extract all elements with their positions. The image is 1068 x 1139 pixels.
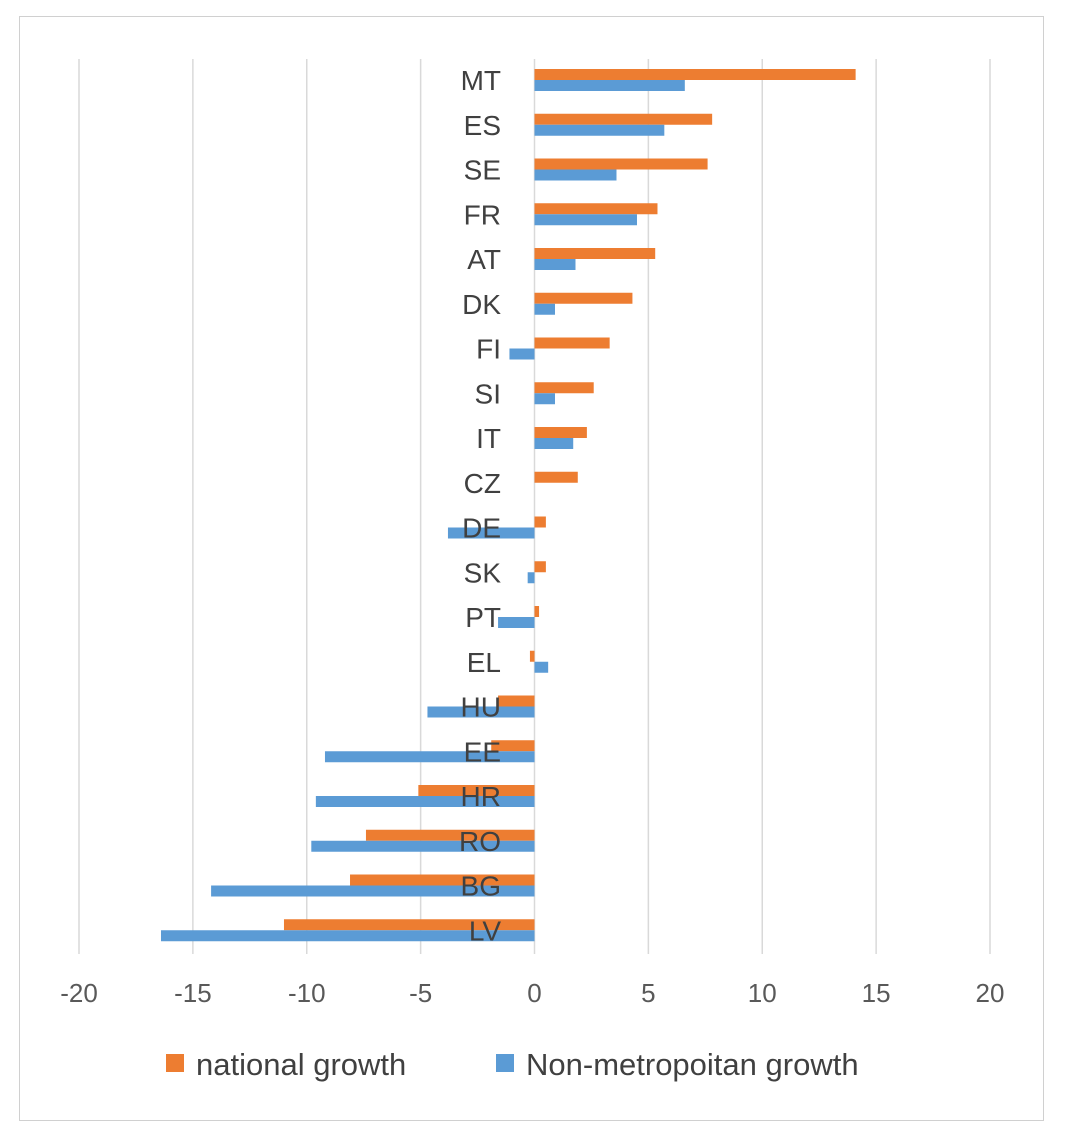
- x-tick-label: 5: [641, 978, 655, 1008]
- legend-label-non-metropolitan-growth: Non-metropoitan growth: [526, 1047, 859, 1082]
- bar-national-growth-si[interactable]: [534, 382, 594, 394]
- bar-national-growth-pt[interactable]: [534, 606, 540, 617]
- bar-national-growth-fi[interactable]: [534, 337, 610, 349]
- x-tick-label: 15: [862, 978, 891, 1008]
- bar-national-growth-hr[interactable]: [418, 785, 535, 796]
- bar-non-metropoitan-growth-dk[interactable]: [534, 303, 555, 315]
- x-tick-label: -5: [409, 978, 432, 1008]
- category-label-at: AT: [467, 244, 501, 275]
- bar-national-growth-at[interactable]: [534, 248, 656, 259]
- category-label-lv: LV: [469, 915, 501, 946]
- category-label-cz: CZ: [464, 468, 501, 499]
- bar-national-growth-hu[interactable]: [498, 695, 535, 707]
- bars: [160, 69, 856, 942]
- legend-swatch-national-growth: [166, 1054, 184, 1072]
- bar-chart: MT ES SE FR AT DK FI SI IT CZ DE SK PT EL HU EE HR RO BG LV…: [60, 59, 1004, 1082]
- category-label-it: IT: [476, 423, 501, 454]
- bar-national-growth-bg[interactable]: [350, 874, 535, 886]
- category-label-bg: BG: [461, 871, 501, 902]
- bar-national-growth-mt[interactable]: [534, 69, 856, 80]
- bar-non-metropoitan-growth-at[interactable]: [534, 259, 576, 270]
- x-tick-label: 10: [748, 978, 777, 1008]
- category-label-si: SI: [475, 378, 501, 409]
- bar-non-metropoitan-growth-lv[interactable]: [160, 930, 535, 942]
- bar-national-growth-dk[interactable]: [534, 292, 633, 304]
- bar-non-metropoitan-growth-bg[interactable]: [211, 885, 535, 897]
- x-tick-label: 0: [527, 978, 541, 1008]
- bar-non-metropoitan-growth-de[interactable]: [447, 527, 535, 539]
- bar-non-metropoitan-growth-mt[interactable]: [534, 80, 685, 91]
- bar-national-growth-fr[interactable]: [534, 203, 658, 215]
- bar-non-metropoitan-growth-el[interactable]: [534, 661, 549, 673]
- category-label-se: SE: [464, 155, 501, 186]
- bar-non-metropoitan-growth-it[interactable]: [534, 438, 574, 449]
- category-label-es: ES: [464, 110, 501, 141]
- bar-national-growth-ee[interactable]: [491, 740, 535, 752]
- bar-national-growth-el[interactable]: [529, 650, 535, 662]
- legend-label-national-growth: national growth: [196, 1047, 406, 1082]
- category-label-fi: FI: [476, 334, 501, 365]
- category-label-ro: RO: [459, 826, 501, 857]
- category-labels: MT ES SE FR AT DK FI SI IT CZ DE SK PT EL HU EE HR RO BG LV: [459, 65, 501, 946]
- bar-national-growth-lv[interactable]: [283, 919, 535, 931]
- x-axis-tick-labels: -20 -15 -10 -5 0 5 10 15 20: [60, 978, 1004, 1008]
- bar-national-growth-es[interactable]: [534, 113, 713, 125]
- category-label-fr: FR: [464, 199, 501, 230]
- category-label-pt: PT: [465, 602, 501, 633]
- legend-item-non-metropolitan-growth[interactable]: Non-metropoitan growth: [496, 1047, 859, 1082]
- category-label-hr: HR: [461, 781, 501, 812]
- bar-non-metropoitan-growth-si[interactable]: [534, 393, 555, 405]
- category-label-el: EL: [467, 647, 501, 678]
- bar-non-metropoitan-growth-hu[interactable]: [427, 706, 535, 718]
- category-label-mt: MT: [461, 65, 501, 96]
- bar-non-metropoitan-growth-fi[interactable]: [509, 348, 535, 360]
- bar-non-metropoitan-growth-ee[interactable]: [324, 751, 535, 763]
- category-label-dk: DK: [462, 289, 501, 320]
- x-tick-label: -15: [174, 978, 212, 1008]
- x-tick-label: -20: [60, 978, 98, 1008]
- x-tick-label: 20: [976, 978, 1005, 1008]
- x-tick-label: -10: [288, 978, 326, 1008]
- bar-national-growth-cz[interactable]: [534, 471, 578, 483]
- bar-national-growth-se[interactable]: [534, 158, 708, 170]
- category-label-sk: SK: [464, 557, 502, 588]
- category-label-ee: EE: [464, 736, 501, 767]
- bar-national-growth-it[interactable]: [534, 427, 587, 438]
- legend-swatch-non-metropolitan-growth: [496, 1054, 514, 1072]
- category-label-hu: HU: [461, 692, 501, 723]
- bar-non-metropoitan-growth-pt[interactable]: [498, 617, 535, 628]
- bar-non-metropoitan-growth-se[interactable]: [534, 169, 617, 181]
- category-label-de: DE: [462, 513, 501, 544]
- legend: national growth Non-metropoitan growth: [166, 1047, 859, 1082]
- gridlines: [78, 59, 991, 954]
- bar-non-metropoitan-growth-fr[interactable]: [534, 214, 637, 226]
- bar-non-metropoitan-growth-ro[interactable]: [311, 840, 535, 852]
- legend-item-national-growth[interactable]: national growth: [166, 1047, 406, 1082]
- bar-national-growth-de[interactable]: [534, 516, 546, 528]
- bar-non-metropoitan-growth-sk[interactable]: [527, 572, 535, 584]
- bar-national-growth-ro[interactable]: [365, 829, 535, 841]
- chart-frame: MT ES SE FR AT DK FI SI IT CZ DE SK PT EL HU EE HR RO BG LV…: [19, 16, 1044, 1121]
- bar-national-growth-sk[interactable]: [534, 561, 546, 573]
- bar-non-metropoitan-growth-hr[interactable]: [315, 796, 535, 807]
- bar-non-metropoitan-growth-es[interactable]: [534, 124, 665, 136]
